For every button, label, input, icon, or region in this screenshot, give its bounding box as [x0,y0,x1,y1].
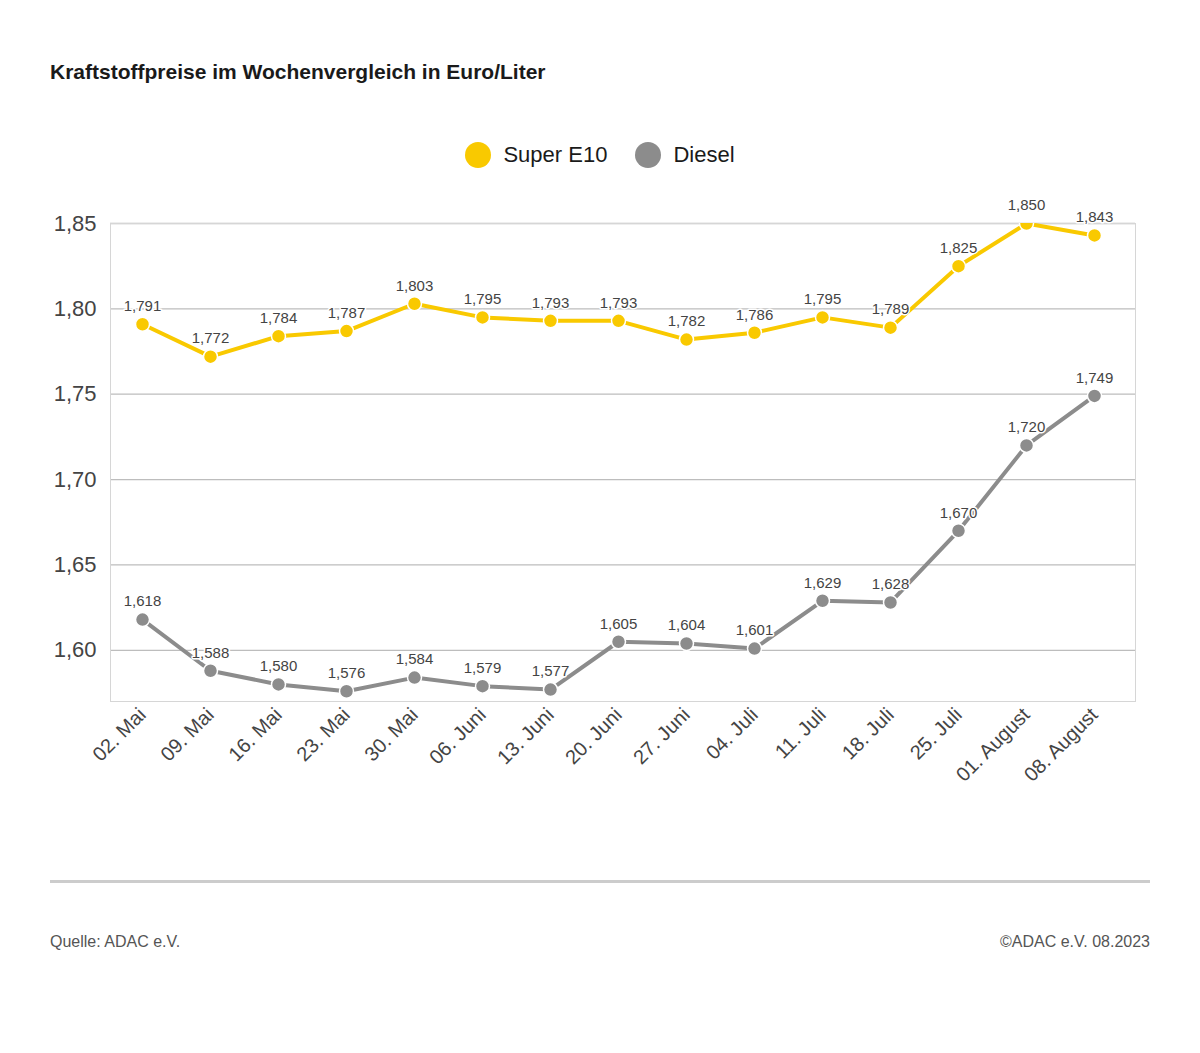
svg-text:1,60: 1,60 [54,637,97,662]
svg-text:1,605: 1,605 [600,615,638,632]
svg-text:16. Mai: 16. Mai [224,703,286,765]
html-text:©ADAC e.V. 08.2023: ©ADAC e.V. 08.2023 [1000,933,1150,950]
svg-text:1,786: 1,786 [736,306,774,323]
html-text:Super E10: Super E10 [503,142,608,167]
svg-text:1,772: 1,772 [192,329,230,346]
svg-text:1,577: 1,577 [532,662,570,679]
svg-text:1,795: 1,795 [464,290,502,307]
svg-text:1,629: 1,629 [804,574,842,591]
svg-text:06. Juni: 06. Juni [425,703,490,768]
svg-text:20. Juni: 20. Juni [561,703,626,768]
svg-text:1,850: 1,850 [1008,196,1046,213]
svg-text:18. Juli: 18. Juli [837,703,897,763]
svg-text:23. Mai: 23. Mai [292,703,354,765]
svg-text:1,795: 1,795 [804,290,842,307]
svg-text:1,580: 1,580 [260,657,298,674]
svg-text:02. Mai: 02. Mai [88,703,150,765]
svg-text:1,601: 1,601 [736,621,774,638]
svg-text:1,588: 1,588 [192,644,230,661]
html-text:Quelle: ADAC e.V.: Quelle: ADAC e.V. [50,933,181,950]
svg-text:1,670: 1,670 [940,504,978,521]
svg-text:1,749: 1,749 [1076,369,1114,386]
svg-text:1,782: 1,782 [668,312,706,329]
svg-text:25. Juli: 25. Juli [905,703,965,763]
svg-text:1,576: 1,576 [328,664,366,681]
svg-text:1,787: 1,787 [328,304,366,321]
svg-text:1,803: 1,803 [396,277,434,294]
html-text:Kraftstoffpreise im Wochenverg: Kraftstoffpreise im Wochenvergleich in E… [50,60,546,83]
svg-text:1,75: 1,75 [54,381,97,406]
html-text:Diesel: Diesel [673,142,735,167]
svg-text:30. Mai: 30. Mai [360,703,422,765]
svg-text:1,80: 1,80 [54,296,97,321]
svg-text:08. August: 08. August [1019,703,1102,786]
svg-text:1,720: 1,720 [1008,418,1046,435]
svg-text:09. Mai: 09. Mai [156,703,218,765]
svg-text:1,579: 1,579 [464,659,502,676]
svg-text:1,843: 1,843 [1076,208,1114,225]
svg-text:1,791: 1,791 [124,297,162,314]
svg-text:11. Juli: 11. Juli [771,703,830,762]
svg-text:1,825: 1,825 [940,239,978,256]
svg-text:1,789: 1,789 [872,300,910,317]
svg-text:1,604: 1,604 [668,616,706,633]
svg-text:1,793: 1,793 [532,294,570,311]
svg-text:27. Juni: 27. Juni [629,703,694,768]
svg-text:04. Juli: 04. Juli [701,703,761,763]
svg-text:01. August: 01. August [951,703,1034,786]
svg-text:13. Juni: 13. Juni [493,703,558,768]
svg-text:1,584: 1,584 [396,650,434,667]
svg-text:1,784: 1,784 [260,309,298,326]
svg-text:1,70: 1,70 [54,467,97,492]
svg-text:1,793: 1,793 [600,294,638,311]
svg-text:1,85: 1,85 [54,211,97,236]
svg-text:1,618: 1,618 [124,592,162,609]
svg-text:1,65: 1,65 [54,552,97,577]
svg-text:1,628: 1,628 [872,575,910,592]
